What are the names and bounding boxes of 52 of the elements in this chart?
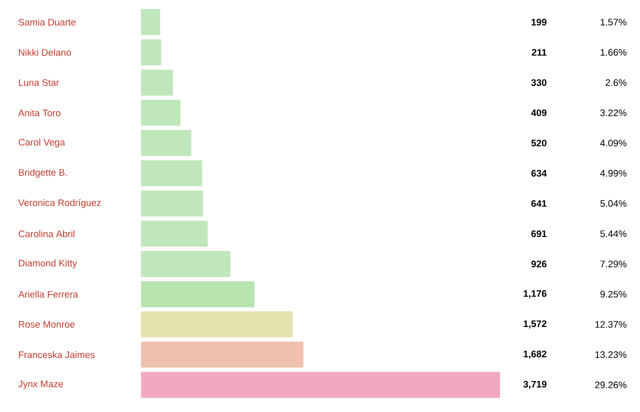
data-label: 330 bbox=[531, 79, 546, 86]
data-label: 1,176 bbox=[524, 290, 546, 298]
text: 3.22% bbox=[600, 109, 626, 116]
text: 2.6% bbox=[606, 79, 626, 86]
data-label: 1,572 bbox=[524, 320, 546, 328]
y-tick-label: Nikki Delano bbox=[18, 48, 71, 56]
text: 13.23% bbox=[595, 351, 626, 358]
y-tick-label: Ariella Ferrera bbox=[18, 290, 78, 298]
y-tick-label: Bridgette B. bbox=[18, 168, 67, 178]
bar bbox=[141, 70, 173, 96]
data-label: 520 bbox=[531, 140, 546, 146]
bar bbox=[141, 250, 230, 277]
bar bbox=[141, 39, 162, 66]
data-label: 211 bbox=[532, 49, 547, 56]
data-label: 926 bbox=[531, 260, 546, 268]
y-tick-label: Anita Toro bbox=[18, 109, 60, 116]
bar bbox=[141, 9, 160, 36]
bar bbox=[141, 311, 293, 338]
y-tick-label: Carolina Abril bbox=[18, 230, 74, 238]
bar bbox=[141, 372, 500, 398]
data-label: 1,682 bbox=[524, 350, 546, 359]
data-label: 634 bbox=[531, 170, 547, 177]
bar bbox=[141, 342, 304, 368]
y-tick-label: Diamond Kitty bbox=[18, 260, 78, 268]
text: 1.57% bbox=[600, 18, 626, 26]
bar bbox=[141, 220, 208, 247]
text: 1.66% bbox=[600, 48, 626, 56]
bar bbox=[141, 160, 202, 186]
bar bbox=[141, 281, 255, 308]
y-tick-label: Carol Vega bbox=[18, 138, 66, 148]
data-label: 409 bbox=[531, 109, 546, 116]
data-label: 641 bbox=[531, 200, 547, 207]
y-tick-label: Veronica Rodríguez bbox=[18, 199, 101, 208]
bar bbox=[141, 190, 203, 217]
data-label: 691 bbox=[531, 230, 547, 238]
text: 4.09% bbox=[600, 140, 626, 146]
y-tick-label: Franceska Jaimes bbox=[18, 351, 95, 358]
bar bbox=[141, 100, 180, 126]
text: 5.04% bbox=[600, 200, 626, 207]
text: 5.44% bbox=[600, 230, 626, 238]
text: 9.25% bbox=[600, 290, 626, 298]
y-tick-label: Samia Duarte bbox=[18, 18, 76, 26]
y-tick-label: Jynx Maze bbox=[18, 380, 64, 390]
text: 7.29% bbox=[600, 260, 626, 268]
text: 4.99% bbox=[600, 170, 626, 177]
data-label: 199 bbox=[532, 18, 546, 26]
data-label: 3,719 bbox=[523, 380, 546, 389]
y-tick-label: Rose Monroe bbox=[18, 321, 75, 328]
text: 29.26% bbox=[595, 382, 626, 388]
y-tick-label: Luna Star bbox=[18, 79, 60, 86]
text: 12.37% bbox=[595, 321, 626, 328]
bar bbox=[141, 130, 192, 156]
